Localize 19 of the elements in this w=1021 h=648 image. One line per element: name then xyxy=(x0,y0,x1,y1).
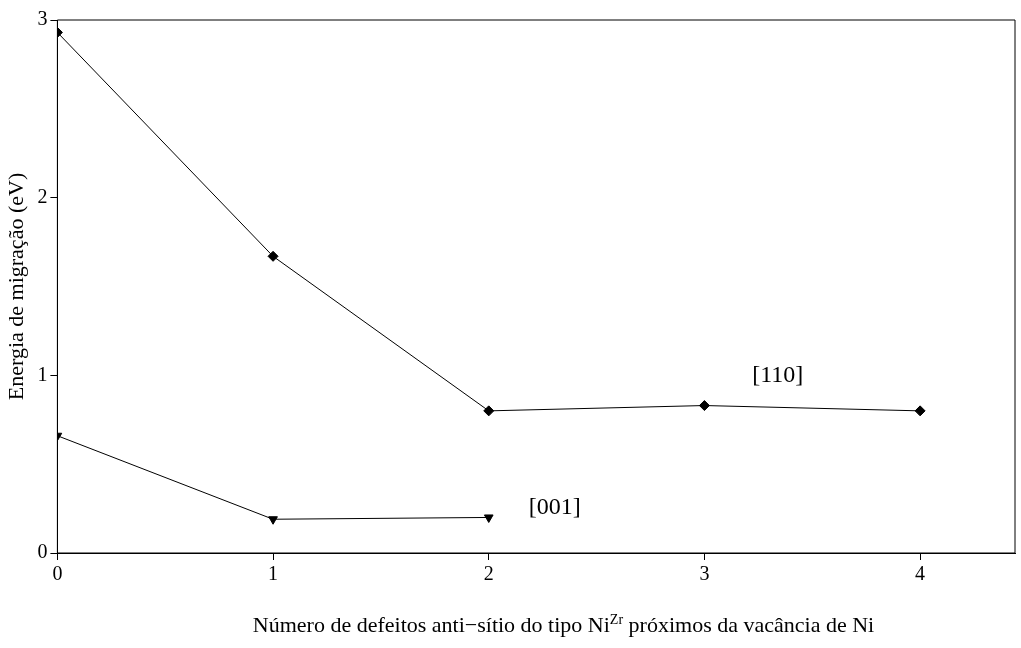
x-tick-label: 0 xyxy=(52,562,63,585)
y-tick-label: 3 xyxy=(37,7,48,30)
x-tick-label: 1 xyxy=(268,562,279,585)
point xyxy=(483,514,494,523)
x-tick-label: 4 xyxy=(915,562,926,585)
y-tick-label: 1 xyxy=(37,362,48,385)
x-tick-label: 2 xyxy=(483,562,494,585)
y-tick-label: 2 xyxy=(37,184,48,207)
y-axis-title: Energia de migração (eV) xyxy=(2,172,28,401)
point xyxy=(268,516,278,525)
x-axis-title: Número de defeitos anti−sítio do tipo Ni$^{Zr}$ próximos da vacância de Ni xyxy=(251,612,876,639)
point xyxy=(267,250,279,262)
point xyxy=(483,405,495,417)
y-tick-label: 0 xyxy=(37,540,48,563)
point xyxy=(914,405,926,417)
series-label: [001] xyxy=(528,492,581,519)
point xyxy=(698,400,710,412)
series-label: [110] xyxy=(752,360,804,387)
x-tick-label: 3 xyxy=(699,562,710,585)
